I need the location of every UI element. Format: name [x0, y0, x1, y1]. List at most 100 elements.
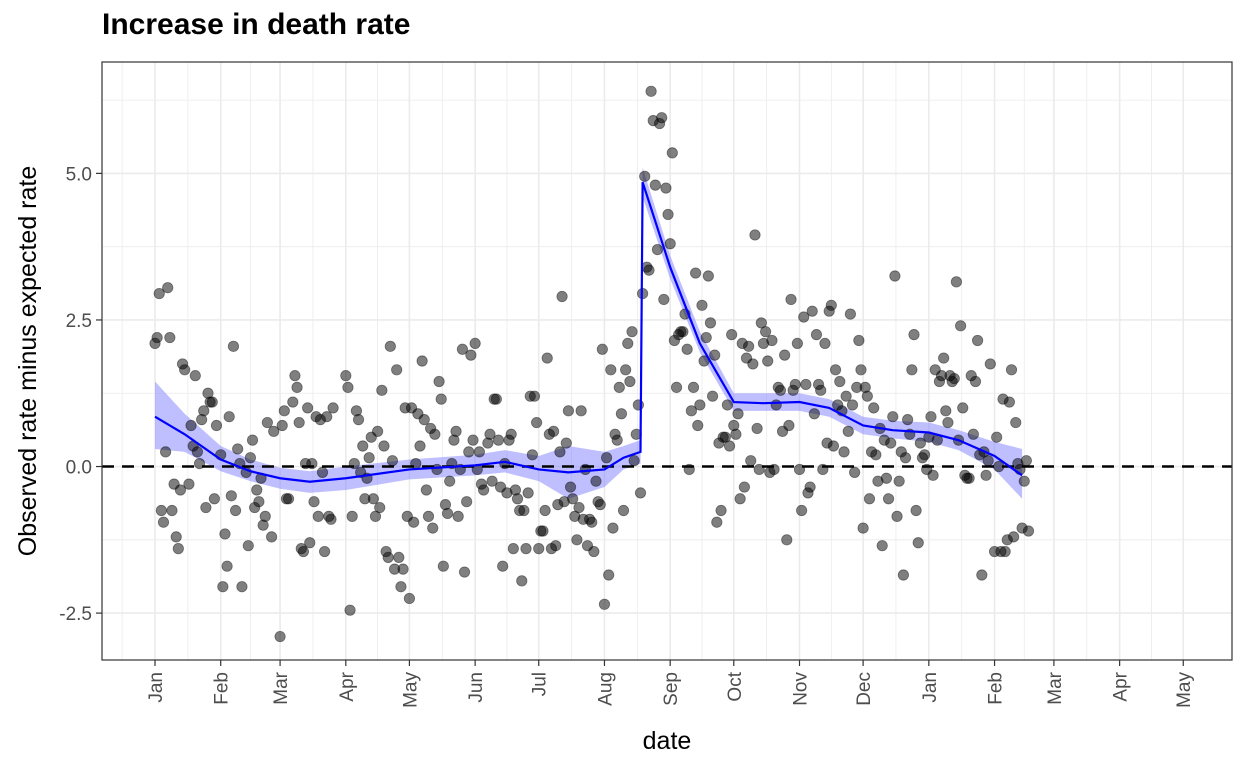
- data-point: [531, 416, 543, 429]
- data-point: [573, 501, 585, 514]
- data-point: [617, 504, 630, 517]
- data-point: [246, 434, 259, 446]
- x-tick-label: Mar: [1045, 671, 1066, 704]
- data-point: [556, 290, 568, 303]
- data-point: [441, 507, 454, 520]
- data-point: [796, 504, 808, 517]
- data-point: [170, 531, 182, 543]
- data-point: [785, 293, 797, 306]
- data-point: [410, 457, 422, 470]
- x-tick-label: Oct: [725, 671, 746, 701]
- data-point: [452, 510, 464, 522]
- data-point: [340, 370, 352, 382]
- data-point: [800, 378, 812, 391]
- data-point: [253, 496, 265, 508]
- data-point: [395, 581, 407, 593]
- data-point: [643, 264, 655, 276]
- chart-title: Increase in death rate: [102, 8, 411, 41]
- data-point: [456, 343, 469, 355]
- data-point: [469, 337, 481, 350]
- data-point: [745, 455, 757, 467]
- x-axis-title: date: [643, 727, 692, 755]
- data-point: [484, 428, 496, 440]
- x-tick-label: Feb: [212, 672, 233, 705]
- data-point: [876, 540, 888, 552]
- data-point: [683, 463, 695, 476]
- data-point: [287, 396, 299, 408]
- data-point: [738, 481, 750, 493]
- data-point: [918, 449, 931, 461]
- data-point: [153, 287, 165, 300]
- data-point: [450, 425, 462, 437]
- data-point: [492, 434, 505, 446]
- data-point: [912, 537, 924, 549]
- data-point: [369, 510, 382, 522]
- data-point: [478, 484, 490, 496]
- x-tick-label: Nov: [791, 672, 812, 706]
- data-point: [719, 431, 731, 443]
- data-point: [232, 443, 244, 455]
- data-point: [624, 375, 636, 388]
- data-point: [791, 337, 803, 350]
- data-point: [554, 446, 566, 458]
- data-point: [166, 504, 178, 517]
- data-point: [467, 434, 479, 446]
- data-point: [615, 408, 628, 420]
- data-point: [825, 299, 837, 311]
- data-point: [520, 543, 532, 555]
- data-point: [747, 358, 759, 370]
- data-point: [382, 551, 394, 564]
- x-tick-label: May: [1174, 672, 1195, 708]
- data-point: [210, 419, 223, 432]
- data-point: [759, 326, 772, 338]
- data-point: [297, 545, 310, 558]
- data-point: [1018, 475, 1030, 487]
- data-point: [223, 411, 235, 423]
- data-point: [397, 563, 409, 575]
- data-point: [798, 311, 810, 323]
- data-point: [613, 381, 625, 393]
- data-point: [868, 402, 880, 414]
- data-point: [897, 569, 909, 581]
- x-tick-label: Apr: [1111, 671, 1132, 701]
- data-point: [723, 440, 736, 452]
- data-point: [191, 446, 204, 458]
- data-point: [429, 428, 441, 440]
- data-point: [766, 334, 778, 347]
- y-axis: -2.5 0.0 2.5 5.0: [59, 164, 102, 625]
- data-point: [829, 364, 842, 376]
- data-point: [594, 499, 606, 511]
- data-point: [645, 85, 657, 97]
- data-point: [526, 449, 538, 461]
- data-point: [999, 545, 1011, 558]
- panel-background: [102, 62, 1232, 660]
- data-point: [433, 375, 445, 388]
- data-point: [266, 531, 278, 543]
- data-point: [497, 560, 509, 572]
- data-point: [889, 270, 901, 282]
- data-point: [755, 317, 767, 329]
- data-point: [910, 504, 922, 517]
- data-point: [677, 326, 689, 338]
- data-point: [753, 463, 765, 476]
- data-point: [914, 437, 926, 449]
- data-point: [827, 440, 840, 452]
- data-point: [179, 364, 191, 376]
- data-point: [316, 466, 329, 478]
- data-point: [151, 331, 163, 344]
- data-point: [774, 384, 787, 396]
- data-point: [528, 390, 541, 402]
- data-point: [293, 416, 305, 429]
- data-point: [327, 402, 339, 414]
- data-point: [261, 416, 273, 429]
- data-point: [227, 340, 240, 352]
- data-point: [550, 540, 562, 552]
- data-point: [306, 457, 318, 470]
- data-point: [853, 334, 865, 347]
- data-point: [893, 475, 905, 487]
- data-point: [393, 551, 405, 564]
- data-point: [649, 179, 661, 191]
- data-point: [925, 411, 937, 423]
- data-point: [518, 504, 530, 517]
- data-point: [321, 411, 333, 423]
